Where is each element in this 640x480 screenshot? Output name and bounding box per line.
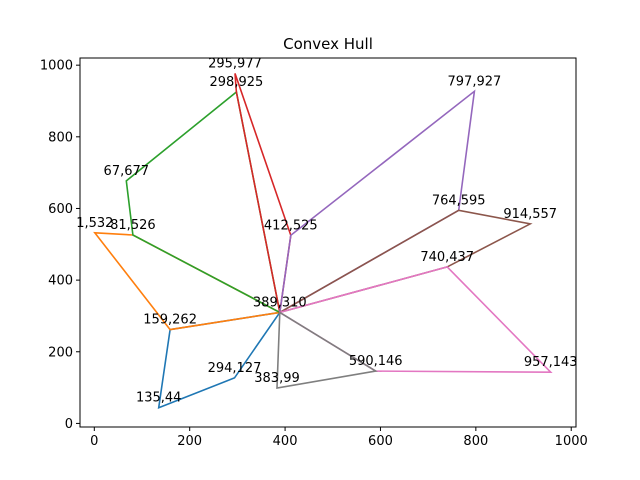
point-label: 740,437 bbox=[420, 250, 474, 265]
x-tick-label: 1000 bbox=[555, 434, 588, 449]
point-label: 67,677 bbox=[104, 164, 150, 179]
series-line-8 bbox=[276, 311, 378, 389]
point-label: 412,525 bbox=[264, 218, 318, 233]
point-label: 159,262 bbox=[143, 313, 197, 328]
point-label: 1,532 bbox=[76, 216, 113, 231]
x-tick-label: 600 bbox=[368, 434, 393, 449]
x-tick-label: 400 bbox=[273, 434, 298, 449]
point-label: 389,310 bbox=[253, 295, 307, 310]
plot-area: 295,977 298,925 797,927 67,677 764,595 914,55… bbox=[40, 56, 588, 449]
point-label: 914,557 bbox=[503, 207, 557, 222]
point-label: 957,143 bbox=[524, 355, 578, 370]
point-label: 298,925 bbox=[210, 75, 264, 90]
axes-frame bbox=[79, 57, 577, 428]
y-tick-label: 200 bbox=[48, 345, 73, 360]
y-tick-label: 1000 bbox=[40, 59, 73, 74]
y-tick-label: 600 bbox=[48, 202, 73, 217]
point-label: 81,526 bbox=[110, 218, 156, 233]
y-tick-label: 0 bbox=[65, 417, 73, 432]
point-label: 764,595 bbox=[432, 193, 486, 208]
y-tick-label: 400 bbox=[48, 274, 73, 289]
chart-title: Convex Hull bbox=[283, 35, 373, 53]
point-label: 135,44 bbox=[136, 391, 182, 406]
point-label: 590,146 bbox=[349, 354, 403, 369]
point-label: 797,927 bbox=[448, 74, 502, 89]
x-tick-label: 0 bbox=[90, 434, 98, 449]
y-tick-label: 800 bbox=[48, 130, 73, 145]
point-label: 383,99 bbox=[254, 371, 300, 386]
x-tick-label: 200 bbox=[177, 434, 202, 449]
x-tick-label: 800 bbox=[463, 434, 488, 449]
point-label: 295,977 bbox=[208, 56, 262, 71]
point-label: 294,127 bbox=[208, 361, 262, 376]
